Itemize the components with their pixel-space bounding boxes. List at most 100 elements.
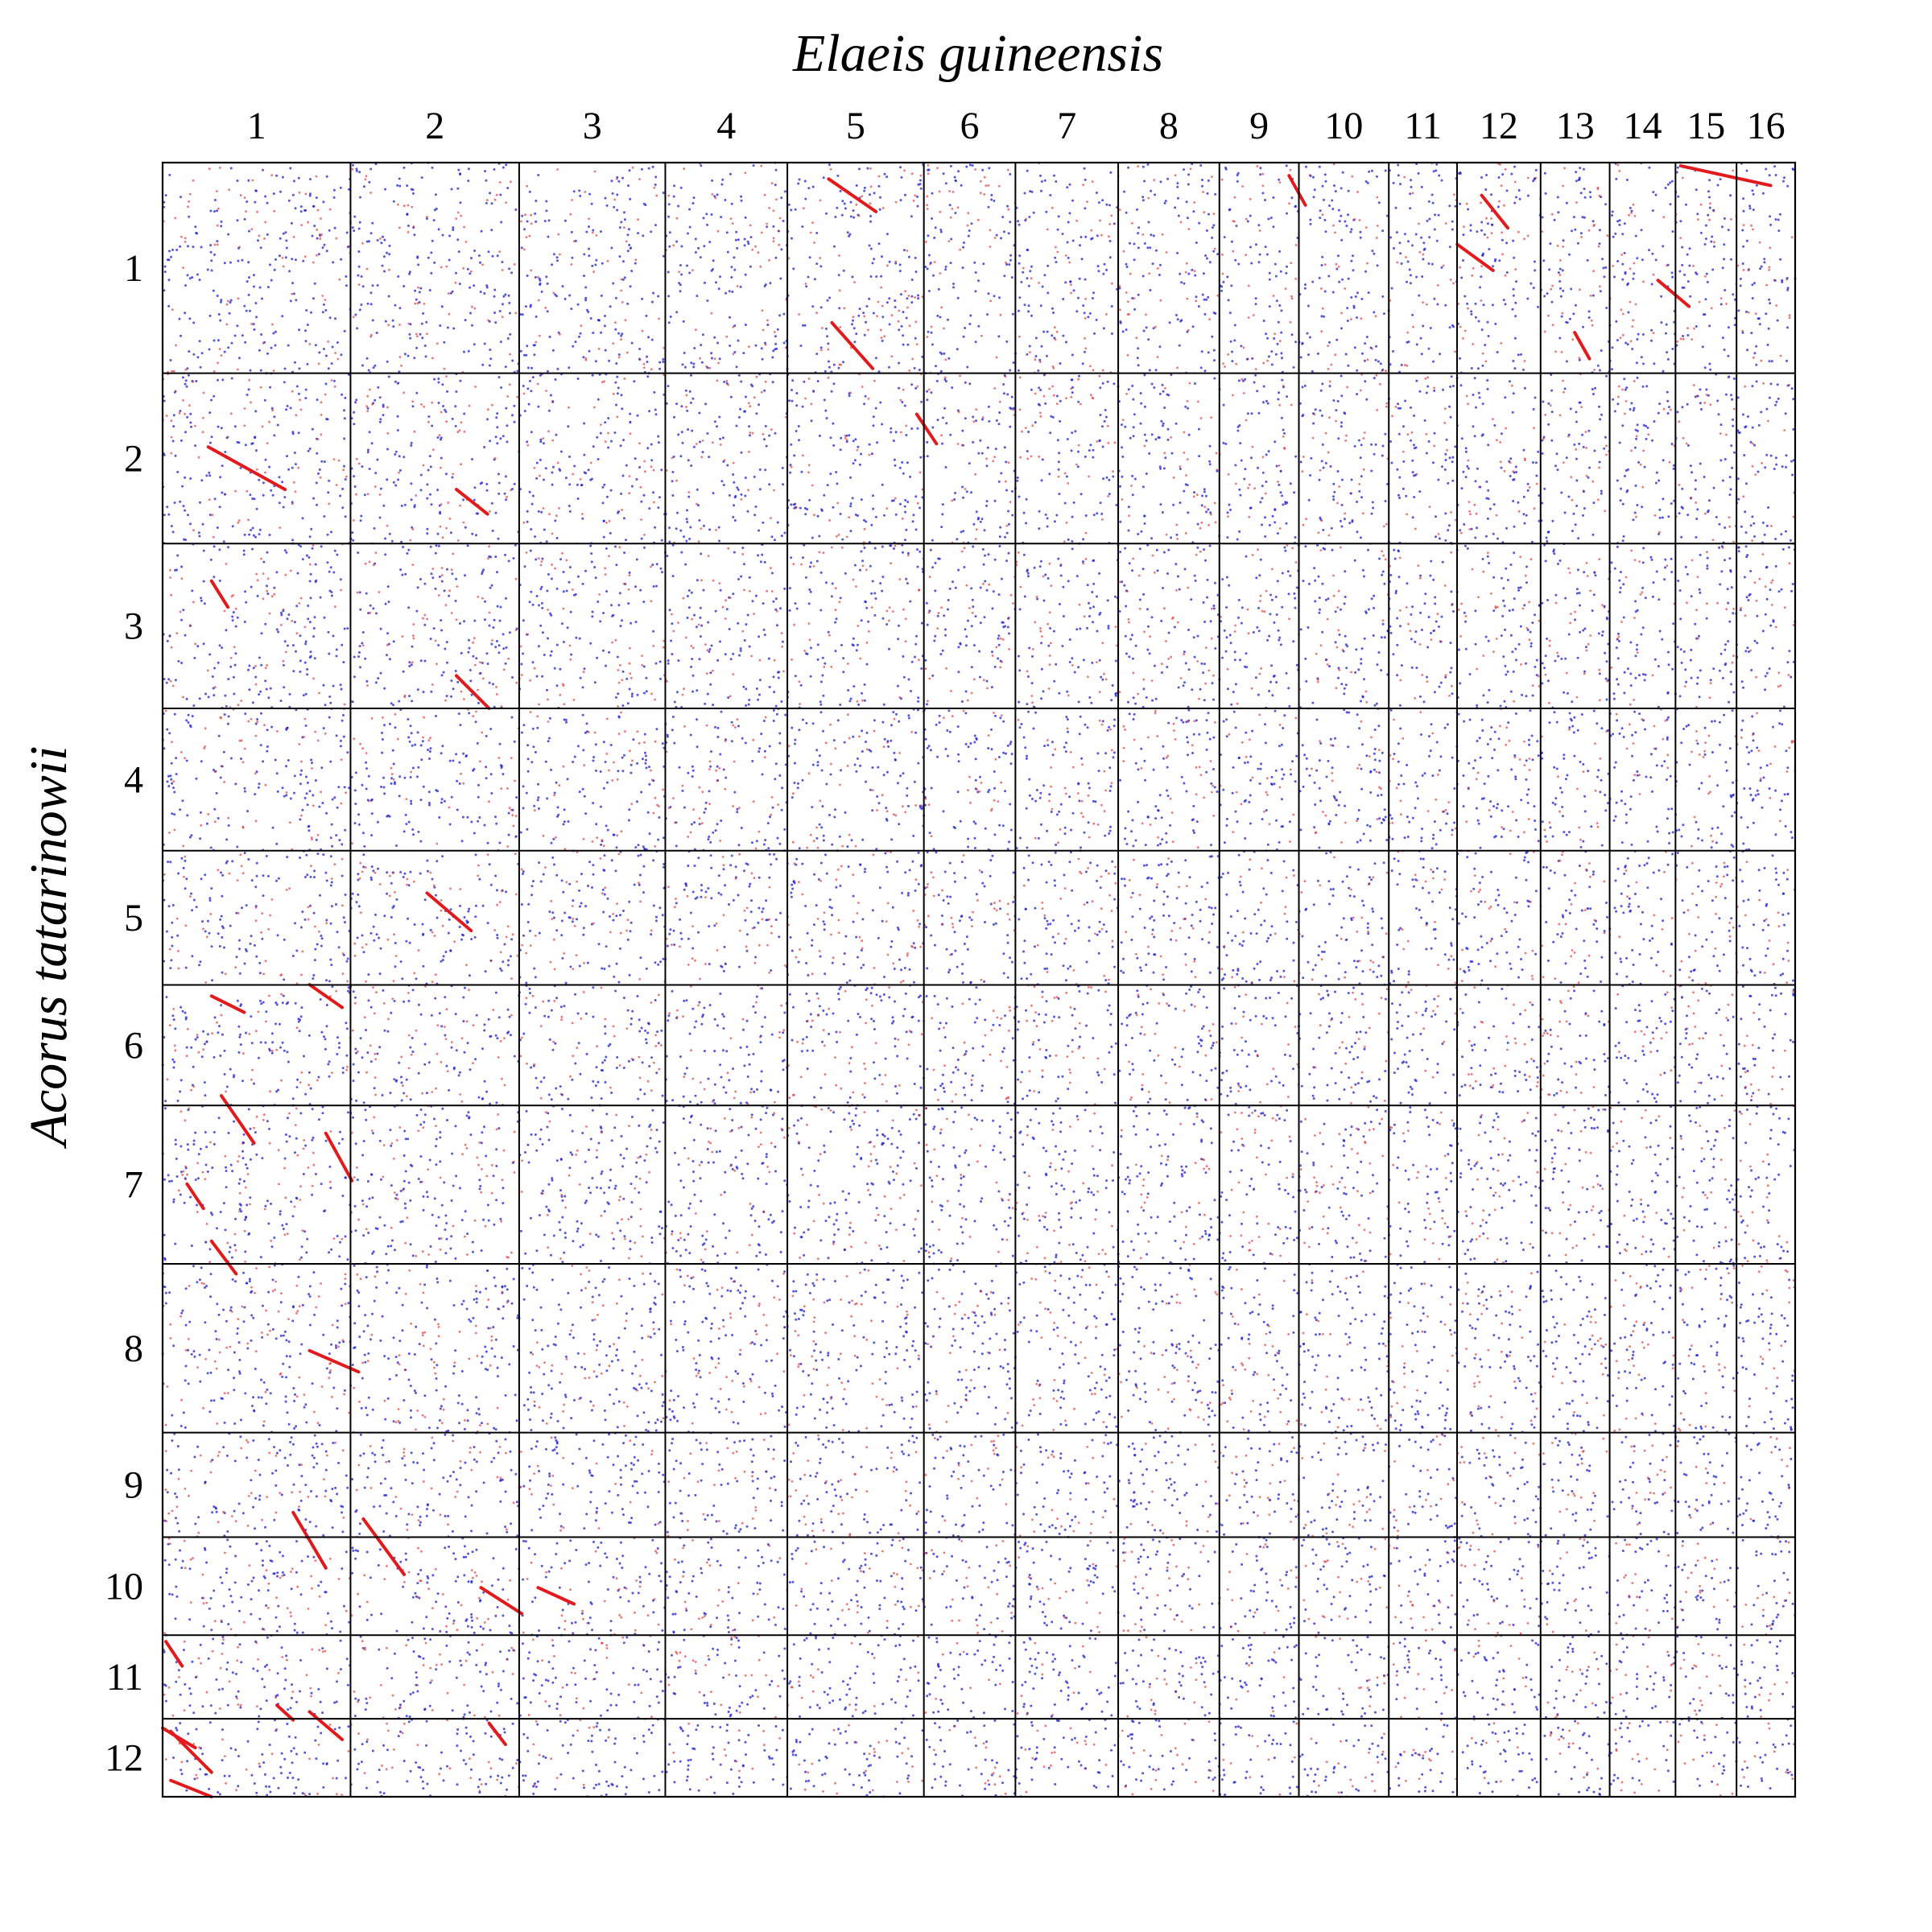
hit-dot bbox=[487, 408, 489, 411]
hit-dot bbox=[382, 414, 385, 416]
hit-dot bbox=[303, 1173, 305, 1175]
hit-dot bbox=[282, 1554, 284, 1557]
hit-dot bbox=[292, 1443, 295, 1446]
hit-dot bbox=[378, 937, 380, 939]
hit-dot bbox=[329, 761, 332, 763]
hit-dot bbox=[170, 680, 172, 683]
hit-dot bbox=[306, 363, 308, 365]
hit-dot bbox=[299, 659, 302, 662]
hit-dot bbox=[258, 1498, 261, 1501]
hit-dot bbox=[433, 885, 436, 887]
hit-dot bbox=[464, 1428, 466, 1430]
hit-dot bbox=[642, 234, 644, 237]
hit-dot bbox=[551, 533, 554, 535]
hit-dot bbox=[361, 747, 364, 749]
hit-dot bbox=[227, 1623, 229, 1625]
hit-dot bbox=[491, 404, 493, 407]
hit-dot bbox=[267, 1223, 270, 1225]
hit-dot bbox=[343, 954, 345, 956]
hit-dot bbox=[568, 295, 571, 297]
hit-dot bbox=[262, 760, 264, 762]
hit-dot bbox=[551, 578, 553, 580]
hit-dot bbox=[306, 1674, 308, 1676]
hit-dot bbox=[182, 266, 184, 269]
hit-dot bbox=[365, 405, 368, 407]
hit-dot bbox=[213, 808, 216, 811]
hit-dot bbox=[497, 1579, 500, 1581]
hit-dot bbox=[337, 786, 340, 788]
hit-dot bbox=[495, 1199, 497, 1201]
hit-dot bbox=[304, 1403, 307, 1406]
hit-dot bbox=[240, 1210, 242, 1212]
hit-dot bbox=[449, 518, 452, 520]
hit-dot bbox=[419, 1516, 422, 1518]
hit-dot bbox=[258, 1459, 260, 1461]
hit-dot bbox=[400, 1508, 402, 1510]
hit-dot bbox=[181, 799, 184, 802]
hit-dot bbox=[643, 494, 646, 497]
hit-dot bbox=[292, 644, 295, 646]
hit-dot bbox=[267, 1589, 270, 1591]
hit-dot bbox=[265, 1785, 267, 1788]
hit-dot bbox=[536, 675, 539, 678]
hit-dot bbox=[389, 245, 391, 247]
hit-dot bbox=[170, 959, 172, 961]
hit-dot bbox=[382, 1744, 385, 1747]
hit-dot bbox=[313, 1314, 316, 1316]
hit-dot bbox=[273, 210, 275, 213]
hit-dot bbox=[240, 1003, 242, 1005]
hit-dot bbox=[380, 786, 382, 788]
hit-dot bbox=[220, 301, 222, 303]
hit-dot bbox=[404, 353, 407, 355]
hit-dot bbox=[213, 545, 216, 547]
hit-dot bbox=[639, 589, 642, 592]
hit-dot bbox=[235, 1673, 237, 1675]
hit-dot bbox=[496, 1129, 498, 1131]
hit-dot bbox=[444, 1215, 447, 1217]
hit-dot bbox=[281, 315, 283, 317]
hit-dot bbox=[230, 299, 233, 302]
hit-dot bbox=[224, 695, 226, 697]
hit-dot bbox=[546, 689, 548, 691]
hit-dot bbox=[188, 200, 190, 203]
hit-dot bbox=[241, 740, 243, 742]
hit-dot bbox=[583, 275, 585, 277]
hit-dot bbox=[266, 233, 269, 236]
hit-dot bbox=[178, 1669, 180, 1671]
hit-dot bbox=[563, 608, 565, 610]
hit-dot bbox=[473, 1298, 476, 1301]
hit-dot bbox=[352, 164, 354, 167]
hit-dot bbox=[316, 1080, 319, 1082]
hit-dot bbox=[423, 1292, 425, 1294]
hit-dot bbox=[296, 1310, 299, 1312]
hit-dot bbox=[459, 1660, 461, 1662]
hit-dot bbox=[339, 1131, 341, 1133]
hit-dot bbox=[169, 861, 171, 863]
hit-dot bbox=[506, 395, 509, 398]
hit-dot bbox=[393, 1336, 395, 1339]
hit-dot bbox=[202, 431, 204, 433]
hit-dot bbox=[501, 261, 503, 263]
hit-dot bbox=[383, 255, 386, 258]
hit-dot bbox=[231, 1257, 233, 1259]
hit-dot bbox=[481, 572, 483, 575]
hit-dot bbox=[376, 1053, 378, 1055]
hit-dot bbox=[166, 506, 168, 508]
hit-dot bbox=[618, 356, 621, 358]
hit-dot bbox=[353, 1176, 356, 1179]
hit-dot bbox=[279, 1023, 281, 1026]
hit-dot bbox=[343, 1605, 345, 1608]
hit-dot bbox=[224, 610, 226, 613]
hit-dot bbox=[234, 1218, 237, 1220]
hit-dot bbox=[287, 1777, 289, 1779]
hit-dot bbox=[446, 662, 448, 664]
hit-dot bbox=[311, 1648, 313, 1650]
hit-dot bbox=[300, 1475, 303, 1477]
hit-dot bbox=[323, 348, 325, 350]
hit-dot bbox=[361, 935, 364, 937]
hit-dot bbox=[404, 873, 407, 875]
hit-dot bbox=[218, 1339, 221, 1341]
hit-dot bbox=[328, 1352, 331, 1355]
hit-dot bbox=[482, 1219, 485, 1221]
hit-dot bbox=[204, 1178, 207, 1180]
